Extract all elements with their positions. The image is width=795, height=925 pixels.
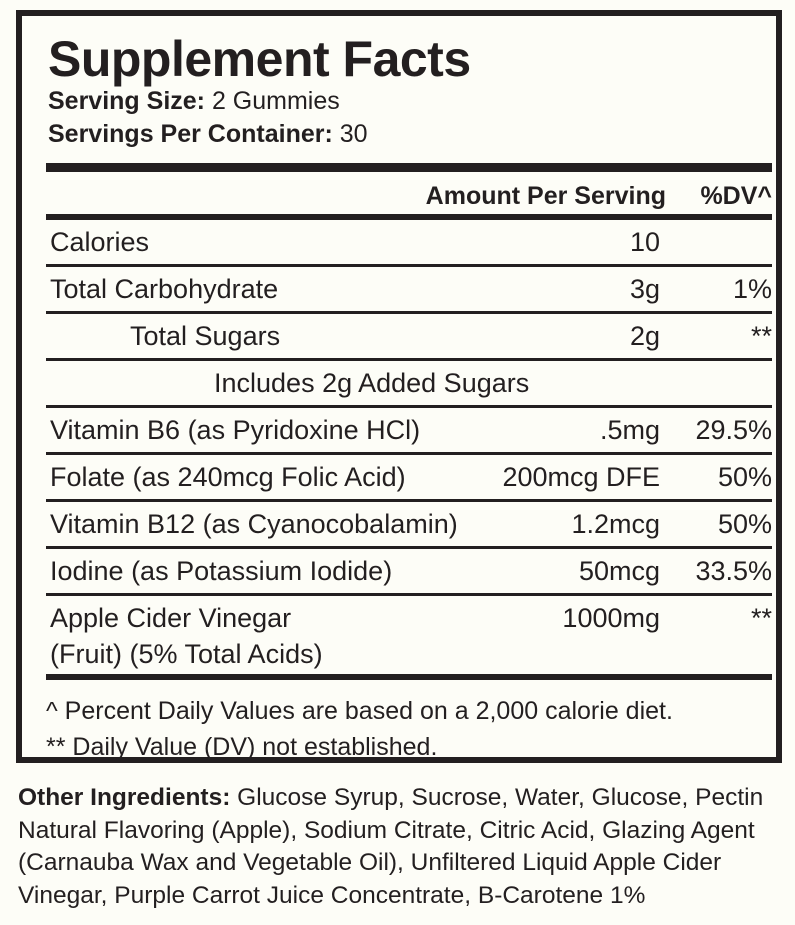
row-divider: [46, 311, 772, 314]
nutrient-daily-value: 50%: [717, 509, 772, 539]
row-divider: [46, 358, 772, 361]
acv-dv: **: [750, 603, 772, 633]
table-row: Folate (as 240mcg Folic Acid) 200mcg DFE 5…: [46, 455, 772, 499]
nutrient-daily-value: **: [750, 321, 772, 351]
supplement-facts-panel: Supplement Facts Serving Size: 2 Gummies…: [16, 10, 782, 763]
footnote-percent-daily-values: ^ Percent Daily Values are based on a 2,…: [46, 697, 673, 725]
divider-above-acv: [46, 593, 772, 596]
table-row: Vitamin B12 (as Cyanocobalamin) 1.2mcg 50%: [46, 502, 772, 546]
amount-per-serving-header: Amount Per Serving: [425, 182, 666, 210]
nutrient-name: Iodine (as Potassium Iodide): [50, 556, 393, 586]
acv-name: Apple Cider Vinegar: [50, 603, 292, 633]
nutrient-amount: 10: [629, 227, 660, 257]
nutrient-daily-value: 4%: [729, 370, 795, 397]
nutrient-name: Calories: [50, 227, 150, 257]
table-row: Total Sugars 2g **: [46, 314, 772, 358]
row-divider: [46, 546, 772, 549]
footnote-dv-not-established: ** Daily Value (DV) not established.: [46, 732, 438, 761]
nutrient-name: Total Sugars: [130, 321, 281, 351]
table-row-apple-cider-vinegar: Apple Cider Vinegar 1000mg ** (Fruit) (5…: [46, 596, 772, 674]
daily-value-header: %DV^: [700, 182, 772, 210]
other-ingredients-label: Other Ingredients:: [18, 784, 231, 811]
column-header-row: Amount Per Serving %DV^: [46, 172, 772, 214]
nutrient-amount: 3g: [629, 274, 660, 304]
nutrient-amount: .5mg: [599, 415, 660, 445]
divider-above-footnotes: [46, 674, 772, 680]
nutrient-amount: 1.2mcg: [571, 509, 660, 539]
nutrient-rows: Calories 10 Total Carbohydrate 3g 1% Total Su…: [38, 220, 772, 593]
divider-below-column-headers: [46, 214, 772, 220]
row-divider: [46, 452, 772, 455]
nutrient-daily-value: 29.5%: [695, 415, 772, 445]
acv-name-line2: (Fruit) (5% Total Acids): [50, 639, 323, 669]
page-title: Supplement Facts: [48, 31, 471, 87]
other-ingredients-block: Other Ingredients: Glucose Syrup, Sucros…: [18, 782, 780, 912]
divider-below-serving-info: [46, 163, 772, 172]
serving-size-value: 2 Gummies: [211, 87, 340, 115]
table-row: Vitamin B6 (as Pyridoxine HCl) .5mg 29.5%: [46, 408, 772, 452]
table-row: Includes 2g Added Sugars4%: [46, 361, 772, 405]
nutrient-amount: 50mcg: [578, 556, 660, 586]
nutrient-daily-value: 50%: [717, 462, 772, 492]
nutrient-name: Folate (as 240mcg Folic Acid): [50, 462, 406, 492]
other-ingredients-text: Glucose Syrup, Sucrose, Water, Glucose, …: [18, 784, 764, 909]
servings-per-container-value: 30: [339, 120, 368, 148]
table-row: Calories 10: [46, 220, 772, 264]
nutrient-daily-value: 1%: [732, 274, 772, 304]
servings-per-container-label: Servings Per Container:: [48, 120, 333, 148]
nutrient-daily-value: 33.5%: [695, 556, 772, 586]
serving-size-line: Serving Size: 2 Gummies: [48, 85, 760, 118]
nutrient-amount: 200mcg DFE: [502, 462, 660, 492]
table-row: Iodine (as Potassium Iodide) 50mcg 33.5%: [46, 549, 772, 593]
row-divider: [46, 405, 772, 408]
footnotes: ^ Percent Daily Values are based on a 2,…: [46, 680, 772, 765]
row-divider: [46, 264, 772, 267]
table-row: Total Carbohydrate 3g 1%: [46, 267, 772, 311]
servings-per-container-line: Servings Per Container: 30: [48, 118, 760, 151]
row-divider: [46, 499, 772, 502]
nutrient-name: Vitamin B12 (as Cyanocobalamin): [50, 509, 458, 539]
nutrient-name: Vitamin B6 (as Pyridoxine HCl): [50, 415, 421, 445]
nutrient-name: Includes 2g Added Sugars: [214, 368, 530, 398]
serving-size-label: Serving Size:: [48, 87, 205, 115]
acv-amount: 1000mg: [562, 603, 660, 633]
nutrient-name: Total Carbohydrate: [50, 274, 279, 304]
nutrient-amount: 2g: [629, 321, 660, 351]
